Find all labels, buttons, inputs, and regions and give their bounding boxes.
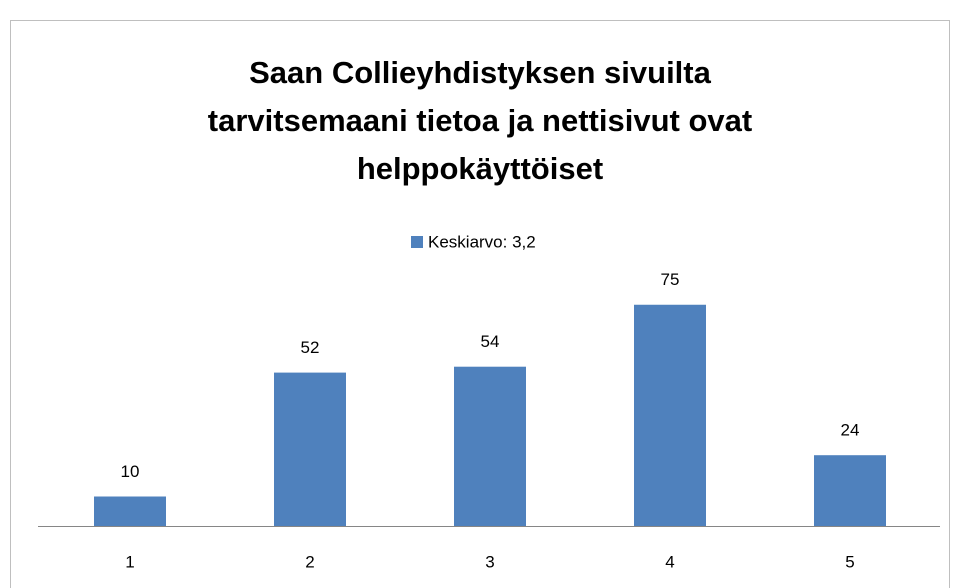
chart-title: tarvitsemaani tietoa ja nettisivut ovat — [208, 103, 752, 138]
data-label: 54 — [481, 332, 500, 351]
data-label: 10 — [121, 462, 140, 481]
chart-title: Saan Collieyhdistyksen sivuilta — [249, 55, 711, 90]
data-label: 75 — [661, 270, 680, 289]
bar — [94, 496, 166, 526]
legend-swatch — [411, 236, 423, 248]
x-tick-label: 2 — [305, 552, 314, 571]
x-tick-label: 1 — [125, 552, 134, 571]
bar — [454, 366, 526, 526]
data-label: 52 — [301, 338, 320, 357]
bar — [274, 372, 346, 526]
legend-label: Keskiarvo: 3,2 — [428, 232, 536, 251]
data-label: 24 — [841, 421, 860, 440]
x-tick-label: 5 — [845, 552, 854, 571]
x-tick-label: 3 — [485, 552, 494, 571]
bar — [814, 455, 886, 526]
chart-title: helppokäyttöiset — [357, 151, 603, 186]
x-tick-label: 4 — [665, 552, 674, 571]
bar — [634, 304, 706, 526]
